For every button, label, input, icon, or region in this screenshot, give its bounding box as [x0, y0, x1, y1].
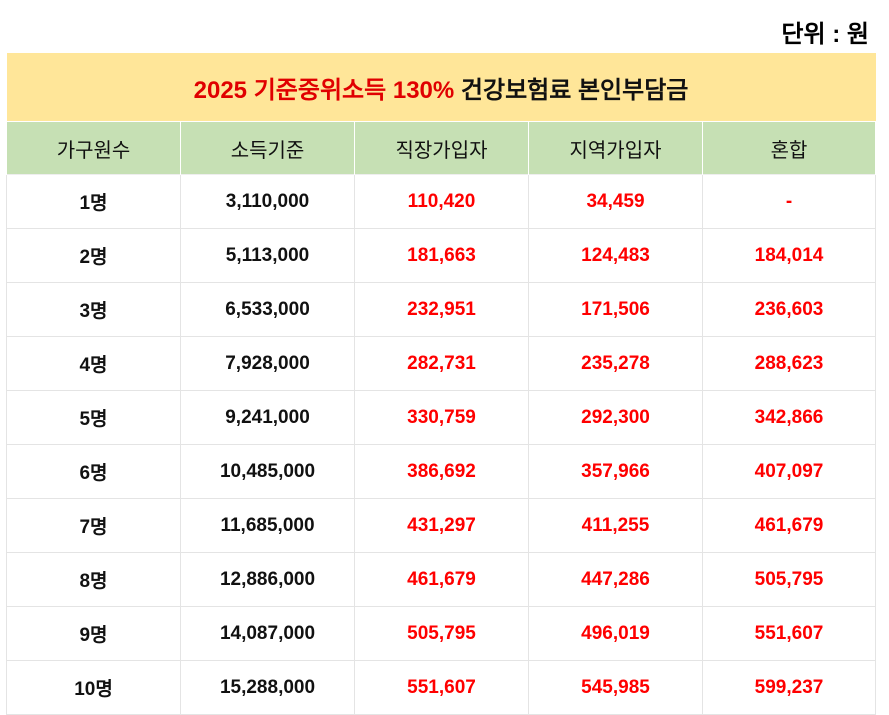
- title-rest: 건강보험료 본인부담금: [460, 76, 689, 104]
- mixed-premium-cell: 288,623: [701, 336, 877, 391]
- income-standard-cell: 6,533,000: [180, 282, 355, 337]
- employee-premium-cell: 551,607: [354, 660, 529, 715]
- regional-premium-cell: 545,985: [528, 660, 703, 715]
- title-row: 2025 기준중위소득 130% 건강보험료 본인부담금: [6, 53, 876, 122]
- income-standard-cell: 11,685,000: [180, 498, 355, 553]
- household-size-cell: 10명: [6, 660, 181, 715]
- income-standard-cell: 14,087,000: [180, 606, 355, 661]
- regional-premium-cell: 496,019: [528, 606, 703, 661]
- mixed-premium-cell: 551,607: [701, 606, 877, 661]
- header-regional-subscriber: 지역가입자: [528, 121, 703, 175]
- household-size-cell: 8명: [6, 552, 181, 607]
- regional-premium-cell: 235,278: [528, 336, 703, 391]
- regional-premium-cell: 292,300: [528, 390, 703, 445]
- table-row: 1명 3,110,000 110,420 34,459-: [6, 174, 877, 229]
- header-income-standard: 소득기준: [180, 121, 355, 175]
- income-standard-cell: 12,886,000: [180, 552, 355, 607]
- mixed-premium-cell: 184,014: [701, 228, 877, 283]
- premium-table: 2025 기준중위소득 130% 건강보험료 본인부담금 가구원수 소득기준 직…: [6, 53, 877, 715]
- regional-premium-cell: 411,255: [528, 498, 703, 553]
- employee-premium-cell: 330,759: [354, 390, 529, 445]
- income-standard-cell: 15,288,000: [180, 660, 355, 715]
- mixed-premium-cell: -: [701, 174, 877, 229]
- table-row: 3명 6,533,000 232,951 171,506 236,603: [6, 282, 877, 337]
- header-row: 가구원수 소득기준 직장가입자 지역가입자 혼합: [6, 121, 877, 175]
- table-row: 10명 15,288,000 551,607 545,985 599,237: [6, 660, 877, 715]
- employee-premium-cell: 110,420: [354, 174, 529, 229]
- employee-premium-cell: 505,795: [354, 606, 529, 661]
- household-size-cell: 4명: [6, 336, 181, 391]
- table-row: 6명 10,485,000 386,692 357,966 407,097: [6, 444, 877, 499]
- table-row: 8명 12,886,000 461,679 447,286 505,795: [6, 552, 877, 607]
- mixed-premium-cell: 461,679: [701, 498, 877, 553]
- employee-premium-cell: 181,663: [354, 228, 529, 283]
- income-standard-cell: 7,928,000: [180, 336, 355, 391]
- household-size-cell: 6명: [6, 444, 181, 499]
- income-standard-cell: 9,241,000: [180, 390, 355, 445]
- table-title: 2025 기준중위소득 130% 건강보험료 본인부담금: [6, 53, 876, 122]
- table-body: 1명 3,110,000 110,420 34,459-2명 5,113,000 181,…: [6, 174, 877, 715]
- table-row: 5명 9,241,000 330,759 292,300 342,866: [6, 390, 877, 445]
- income-standard-cell: 3,110,000: [180, 174, 355, 229]
- mixed-premium-cell: 407,097: [701, 444, 877, 499]
- employee-premium-cell: 386,692: [354, 444, 529, 499]
- regional-premium-cell: 34,459: [528, 174, 703, 229]
- regional-premium-cell: 171,506: [528, 282, 703, 337]
- mixed-premium-cell: 505,795: [701, 552, 877, 607]
- title-highlight: 2025 기준중위소득 130%: [193, 76, 455, 104]
- premium-table-container: 2025 기준중위소득 130% 건강보험료 본인부담금 가구원수 소득기준 직…: [6, 53, 877, 715]
- regional-premium-cell: 357,966: [528, 444, 703, 499]
- table-row: 4명 7,928,000 282,731 235,278 288,623: [6, 336, 877, 391]
- header-mixed: 혼합: [701, 121, 877, 175]
- table-row: 7명 11,685,000 431,297 411,255 461,679: [6, 498, 877, 553]
- regional-premium-cell: 447,286: [528, 552, 703, 607]
- income-standard-cell: 10,485,000: [180, 444, 355, 499]
- household-size-cell: 5명: [6, 390, 181, 445]
- table-row: 2명 5,113,000 181,663 124,483 184,014: [6, 228, 877, 283]
- employee-premium-cell: 431,297: [354, 498, 529, 553]
- mixed-premium-cell: 342,866: [701, 390, 877, 445]
- household-size-cell: 7명: [6, 498, 181, 553]
- header-household-size: 가구원수: [6, 121, 181, 175]
- income-standard-cell: 5,113,000: [180, 228, 355, 283]
- regional-premium-cell: 124,483: [528, 228, 703, 283]
- mixed-premium-cell: 236,603: [701, 282, 877, 337]
- mixed-premium-cell: 599,237: [701, 660, 877, 715]
- household-size-cell: 2명: [6, 228, 181, 283]
- employee-premium-cell: 461,679: [354, 552, 529, 607]
- unit-label: 단위 : 원: [781, 21, 869, 48]
- household-size-cell: 3명: [6, 282, 181, 337]
- header-employee-subscriber: 직장가입자: [354, 121, 529, 175]
- employee-premium-cell: 282,731: [354, 336, 529, 391]
- employee-premium-cell: 232,951: [354, 282, 529, 337]
- household-size-cell: 9명: [6, 606, 181, 661]
- household-size-cell: 1명: [6, 174, 181, 229]
- table-row: 9명 14,087,000 505,795 496,019 551,607: [6, 606, 877, 661]
